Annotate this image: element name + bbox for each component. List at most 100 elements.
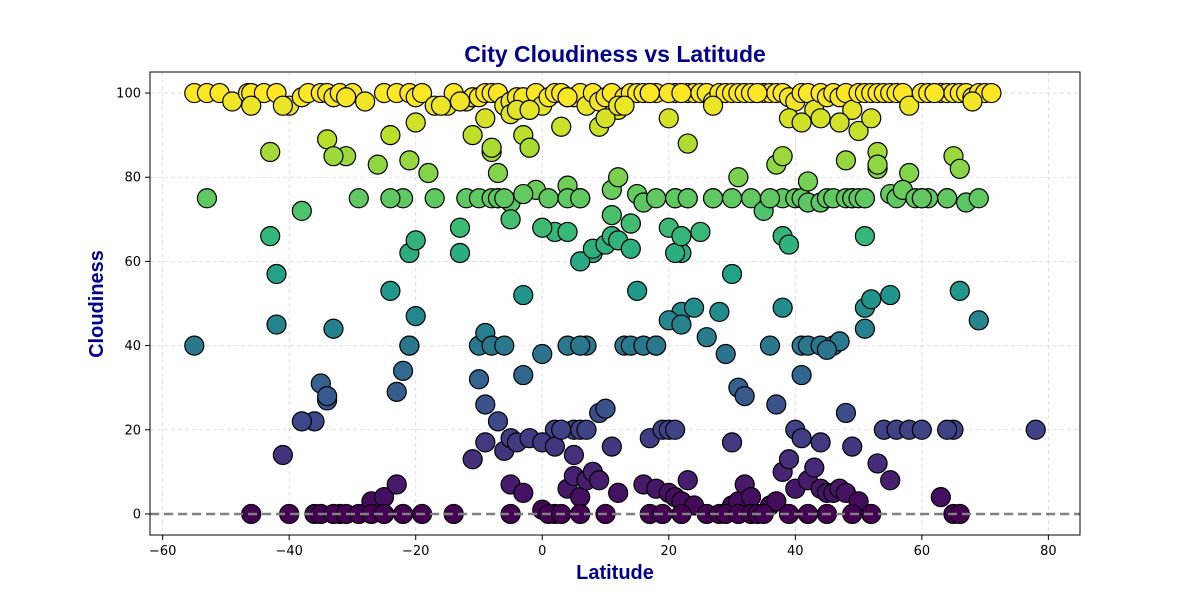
data-point (962, 91, 983, 112)
x-tick-label: −40 (275, 544, 302, 559)
data-point (481, 137, 502, 158)
data-point (336, 87, 357, 108)
data-point (462, 125, 483, 146)
data-point (513, 183, 534, 205)
data-point (829, 112, 850, 133)
data-point (861, 108, 882, 129)
y-axis-label: Cloudiness (86, 250, 108, 358)
data-point (880, 470, 901, 491)
data-point (740, 487, 762, 508)
data-point (709, 301, 730, 323)
data-point (911, 188, 932, 209)
data-point (658, 108, 679, 129)
data-point (861, 289, 882, 310)
data-point (595, 398, 616, 419)
data-point (494, 188, 515, 209)
data-point (766, 394, 787, 415)
data-point (608, 482, 629, 504)
data-point (639, 82, 660, 104)
data-point (702, 95, 724, 116)
x-tick-label: 20 (661, 544, 678, 559)
data-point (665, 242, 686, 264)
data-point (589, 470, 610, 491)
data-point (601, 205, 622, 226)
data-point (272, 444, 293, 466)
data-point (772, 297, 793, 318)
data-point (627, 280, 648, 301)
data-point (532, 217, 553, 238)
data-point (348, 188, 369, 209)
data-point (551, 116, 572, 137)
data-point (690, 221, 711, 243)
data-point (601, 436, 622, 457)
data-point (418, 162, 439, 184)
data-point (778, 449, 800, 470)
data-point (759, 335, 781, 356)
data-point (671, 314, 692, 335)
data-point (475, 432, 496, 453)
data-point (937, 419, 958, 440)
x-tick-label: 0 (538, 544, 546, 559)
data-point (411, 82, 433, 104)
data-point (937, 188, 958, 209)
x-tick-label: 40 (787, 544, 804, 559)
data-point (981, 82, 1002, 104)
data-point (386, 474, 407, 495)
data-point (317, 386, 338, 407)
data-point (544, 436, 565, 457)
data-point (424, 188, 445, 209)
x-tick-label: −60 (149, 544, 176, 559)
data-point (487, 162, 509, 184)
data-point (816, 339, 838, 360)
data-point (671, 82, 692, 104)
data-point (677, 188, 698, 209)
data-point (614, 95, 635, 116)
data-point (854, 226, 875, 247)
data-point (557, 221, 578, 243)
data-point (911, 419, 932, 440)
data-point (848, 120, 869, 142)
data-point (405, 230, 426, 251)
data-point (721, 188, 743, 209)
data-point (513, 482, 534, 504)
data-point (272, 95, 293, 116)
data-point (570, 487, 591, 508)
data-point (570, 188, 591, 209)
data-point (721, 263, 743, 285)
data-point (880, 284, 901, 306)
plot-frame (149, 71, 1081, 536)
data-point (380, 125, 401, 146)
data-point (386, 381, 407, 402)
y-tick-label: 0 (133, 507, 141, 522)
data-point (519, 137, 540, 158)
data-point (260, 226, 281, 247)
data-point (702, 188, 724, 209)
data-points (184, 82, 1046, 525)
data-point (810, 108, 831, 129)
data-point (449, 242, 471, 264)
data-point (468, 369, 490, 390)
data-point (683, 297, 705, 318)
data-point (241, 95, 262, 116)
data-point (500, 209, 521, 230)
data-point (620, 213, 641, 234)
data-point (449, 217, 471, 238)
data-point (791, 364, 812, 386)
data-point (696, 327, 717, 348)
data-point (608, 167, 629, 188)
data-point (551, 419, 572, 440)
data-point (576, 419, 597, 440)
data-point (196, 188, 218, 209)
data-point (532, 343, 553, 365)
data-point (184, 335, 205, 356)
data-point (854, 318, 875, 339)
data-point (671, 226, 692, 247)
data-point (317, 129, 338, 150)
y-tick-label: 100 (116, 87, 141, 102)
data-point (405, 112, 426, 133)
data-point (867, 453, 888, 474)
data-point (778, 234, 800, 255)
data-point (449, 91, 471, 112)
data-point (557, 87, 578, 108)
